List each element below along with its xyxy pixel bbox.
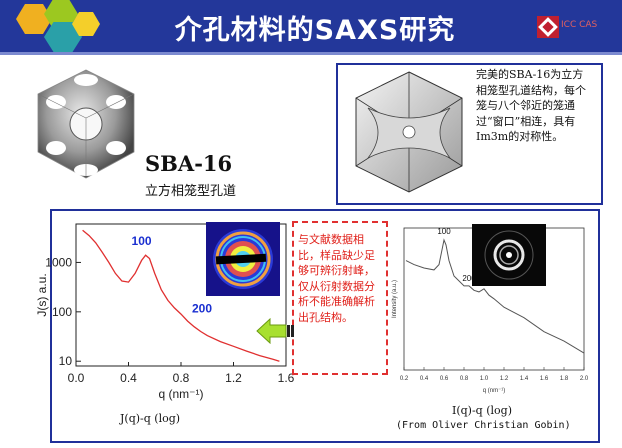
y-axis-label: J(s) a.u. <box>35 273 49 316</box>
x-tick-label: 1.0 <box>480 376 489 382</box>
x-axis-label: q (nm⁻¹) <box>483 388 506 394</box>
left-saxs-chart: 0.0 0.4 0.8 1.2 1.6 10 100 1000 q (nm⁻¹) J(s) a.u… <box>35 223 295 401</box>
cas-logo <box>536 14 610 40</box>
sba16-title: SBA-16 <box>145 151 233 176</box>
saxs-curve-series <box>82 229 280 362</box>
slide-title: 介孔材料的SAXS研究 <box>174 15 456 46</box>
x-tick-label: 0.4 <box>120 371 137 385</box>
x-tick-label: 1.6 <box>540 376 549 382</box>
right-chart-caption: I(q)-q (log) <box>452 404 512 417</box>
literature-2d-pattern-graphic <box>472 224 546 286</box>
hex-orange-decoration <box>16 4 52 34</box>
description-text: 完美的SBA-16为立方相笼型孔道结构，每个笼与八个邻近的笼通过“窗口”相连，具… <box>476 68 586 143</box>
left-chart-caption: J(q)-q (log) <box>120 412 181 425</box>
literature-curve-series <box>405 238 585 354</box>
left-arrow-icon <box>256 317 296 345</box>
x-tick-label: 2.0 <box>580 376 588 382</box>
x-tick-label: 0.2 <box>400 376 409 382</box>
peak-label-200: 200 <box>192 302 212 316</box>
peak-label-200: 200 <box>462 274 476 283</box>
cas-logo-icon <box>537 16 559 38</box>
x-tick-label: 0.6 <box>440 376 449 382</box>
sba16-structure-image <box>30 66 142 184</box>
peak-label-100: 100 <box>437 227 451 236</box>
y-tick-label: 100 <box>52 305 72 319</box>
analysis-note-box <box>292 221 388 375</box>
saxs-2d-pattern-graphic <box>206 222 280 296</box>
peak-label-100: 100 <box>132 234 152 248</box>
x-tick-label: 0.8 <box>460 376 469 382</box>
y-axis-label: Intensity (a.u.) <box>392 280 398 318</box>
sba16-subtitle: 立方相笼型孔道 <box>145 184 237 199</box>
x-tick-label: 1.6 <box>278 371 295 385</box>
y-tick-label: 1000 <box>45 255 72 269</box>
x-tick-label: 1.4 <box>520 376 529 382</box>
literature-2d-pattern-image <box>472 224 546 286</box>
x-tick-label: 0.8 <box>173 371 190 385</box>
header-bar <box>0 0 622 52</box>
x-axis-label: q (nm⁻¹) <box>159 387 204 401</box>
analysis-note-text: 与文献数据相比，样品缺少足够可辨衍射峰，仅从衍射数据分析不能准确解析出孔结构。 <box>298 233 375 324</box>
header-stripe <box>0 52 622 55</box>
x-tick-label: 1.2 <box>500 376 509 382</box>
x-tick-label: 0.0 <box>68 371 85 385</box>
cage-structure-graphic <box>355 71 463 193</box>
left-arrow-icon-shape <box>256 317 294 345</box>
cage-structure-image <box>350 68 468 196</box>
x-tick-label: 1.2 <box>225 371 242 385</box>
logo-text: ICC CAS <box>561 20 598 30</box>
right-chart-source: (From Oliver Christian Gobin) <box>396 420 571 431</box>
sba16-structure-graphic <box>37 69 135 179</box>
x-tick-label: 0.4 <box>420 376 429 382</box>
x-tick-label: 1.8 <box>560 376 569 382</box>
y-tick-label: 10 <box>59 354 73 368</box>
saxs-2d-pattern-image <box>206 222 280 296</box>
